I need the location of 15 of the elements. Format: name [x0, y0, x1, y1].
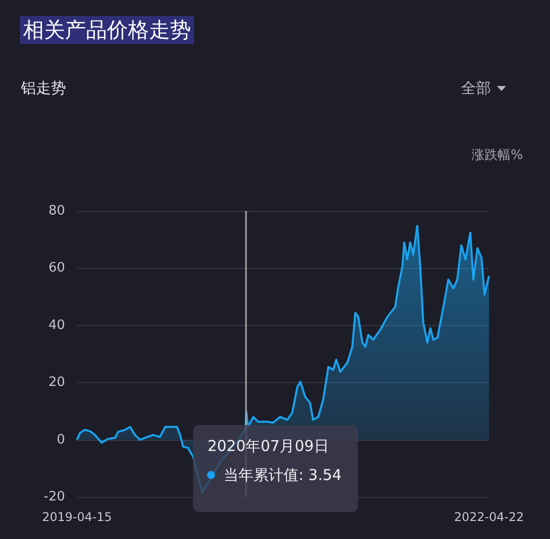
tooltip-box: 2020年07月09日 当年累计值: 3.54	[193, 424, 358, 512]
y-tick-label: 20	[48, 375, 65, 390]
y-tick-label: 80	[48, 204, 65, 218]
y-axis-title: 涨跌幅%	[472, 147, 523, 164]
annotation: 当年累计值: 3.54	[223, 466, 342, 485]
x-tick-label: 2022-04-22	[454, 510, 524, 524]
text: 全部	[461, 79, 491, 98]
y-tick-label: 40	[48, 318, 65, 333]
annotation: 2020年07月09日	[207, 436, 330, 456]
chart-subtitle: 铝走势	[21, 79, 66, 98]
y-tick-label: -20	[44, 490, 65, 504]
chart-title: 相关产品价格走势	[20, 16, 194, 44]
x-tick-label: 2019-04-15	[42, 510, 112, 524]
y-tick-label: 0	[56, 432, 65, 448]
y-tick-label: 60	[48, 260, 65, 276]
